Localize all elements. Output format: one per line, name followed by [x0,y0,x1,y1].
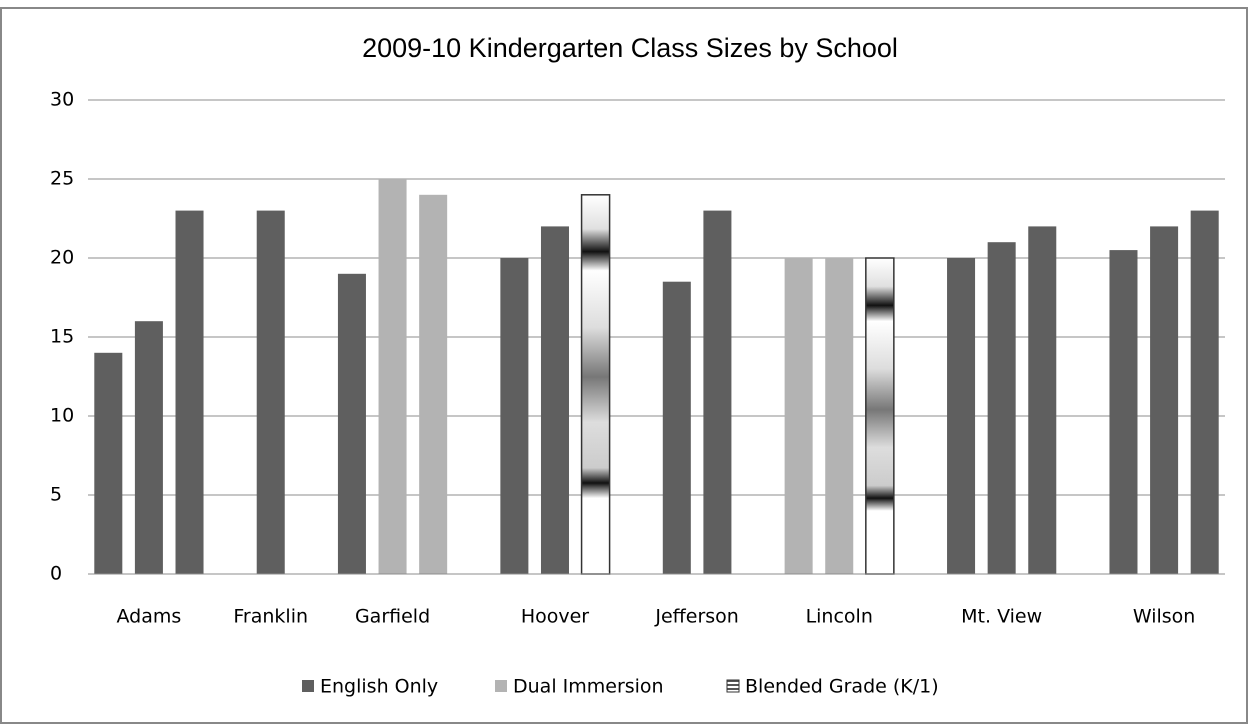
legend-label: English Only [320,676,438,698]
bar [540,226,569,574]
bar [175,210,204,574]
x-tick-label: Hoover [521,606,589,628]
bar [1028,226,1057,574]
legend-swatch [495,680,507,692]
x-tick-label: Wilson [1133,606,1196,628]
legend-swatch [726,679,740,693]
bar [662,281,691,574]
x-tick-label: Garfield [355,606,430,628]
bar [1109,250,1138,574]
bar [419,194,448,575]
legend-swatch [302,680,314,692]
legend-label: Blended Grade (K/1) [745,676,939,698]
bar [580,194,611,575]
bar [825,258,854,574]
x-tick-label: Franklin [233,606,308,628]
y-tick-label: 10 [50,405,74,427]
y-tick-label: 20 [50,247,74,269]
bar [256,210,285,574]
x-tick-label: Lincoln [806,606,873,628]
bar [378,179,407,574]
bar [947,258,976,574]
bar [865,257,895,575]
bar [987,242,1016,574]
y-tick-label: 5 [50,484,62,506]
bar [784,258,813,574]
bar [500,258,529,574]
bar [337,273,366,574]
x-tick-label: Mt. View [961,606,1042,628]
bar [1150,226,1179,574]
bar [94,352,123,574]
y-tick-label: 15 [50,326,74,348]
x-tick-label: Jefferson [654,606,738,628]
x-tick-label: Adams [117,606,182,628]
y-tick-label: 25 [50,168,74,190]
bar [134,321,163,574]
bar [1190,210,1219,574]
bar [703,210,732,574]
y-tick-label: 30 [50,89,74,111]
chart-title: 2009-10 Kindergarten Class Sizes by Scho… [362,33,898,63]
legend-label: Dual Immersion [513,676,664,698]
y-tick-label: 0 [50,563,62,585]
